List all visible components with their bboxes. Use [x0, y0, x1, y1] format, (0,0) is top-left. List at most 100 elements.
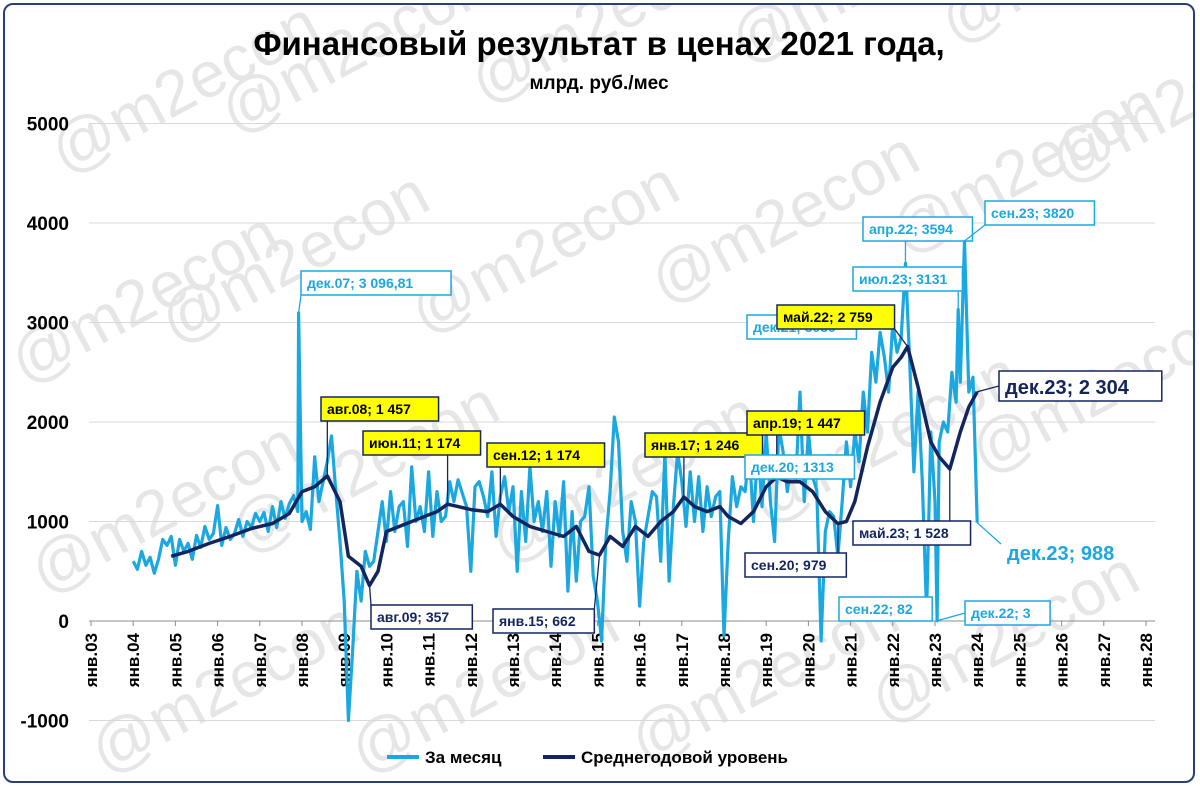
annotation-label: дек.22; 3: [971, 605, 1031, 621]
chart-subtitle: млрд. руб./мес: [529, 73, 668, 94]
annotation: дек.22; 3: [936, 600, 1051, 626]
x-tick-label: янв.18: [715, 633, 734, 688]
annotation: июн.11; 1 174: [362, 430, 482, 505]
x-tick-label: янв.19: [757, 633, 776, 688]
annotation-box: [370, 604, 474, 630]
annotation-label: апр.22; 3594: [869, 221, 953, 237]
annotation: сен.12; 1 174: [486, 442, 606, 505]
x-tick-label: янв.13: [504, 633, 523, 688]
x-tick-label: янв.21: [842, 633, 861, 688]
annotation-label: сен.20; 979: [751, 557, 827, 573]
annotation-label: июл.23; 3131: [859, 271, 947, 287]
annotation: апр.22; 3594: [862, 216, 974, 264]
x-tick-label: янв.14: [546, 632, 565, 688]
x-tick-label: янв.16: [631, 633, 650, 688]
annotation-box: [984, 200, 1096, 226]
legend-label-monthly: За месяц: [425, 748, 502, 767]
annotation-box: [838, 596, 933, 622]
series-line-monthly: [131, 239, 979, 723]
watermark-text: @m2econ: [398, 146, 690, 347]
annotation: янв.15; 662: [492, 555, 601, 634]
y-tick-label: -1000: [20, 712, 69, 733]
x-tick-label: янв.23: [926, 633, 945, 688]
annotation-leader: [368, 585, 372, 606]
watermark-text: @m2econ: [1038, 5, 1193, 197]
x-tick-label: янв.06: [209, 633, 228, 688]
legend: За месяц Среднегодовой уровень: [387, 748, 788, 767]
x-tick-label: янв.05: [166, 633, 185, 688]
annotation-box: [300, 270, 452, 296]
x-tick-label: янв.26: [1053, 633, 1072, 688]
y-tick-label: 1000: [27, 513, 69, 534]
annotation-box: [776, 304, 896, 330]
annotation-leader: [976, 522, 1002, 545]
annotation-box: [964, 600, 1051, 626]
annotation-box: [644, 432, 764, 458]
annotation: май.22; 2 759: [776, 304, 909, 347]
y-tick-label: 2000: [27, 413, 69, 434]
annotation-label: сен.23; 3820: [991, 205, 1074, 221]
annotation-leader: [977, 385, 1000, 393]
series-line-annual: [170, 344, 979, 588]
chart-frame: @m2econ @m2econ @m2econ @m2econ @m2econ @m2ec…: [3, 3, 1195, 783]
annotation: сен.23; 3820: [964, 200, 1096, 242]
annotation-leader: [593, 555, 601, 610]
annotation-label: дек.20; 1313: [751, 459, 834, 475]
x-tick-label: янв.24: [968, 632, 987, 688]
annotation-box: [744, 552, 848, 578]
x-tick-label: янв.10: [377, 633, 396, 688]
annotation: авг.08; 1 457: [320, 396, 440, 477]
annotation-label: дек.23; 988: [1007, 543, 1114, 565]
annotation: дек.23; 2 304: [977, 370, 1163, 402]
annotation: янв.17; 1 246: [644, 432, 764, 498]
annotation: авг.09; 357: [368, 585, 474, 630]
annotation-label: авг.08; 1 457: [327, 401, 411, 417]
annotation-label: май.22; 2 759: [783, 309, 873, 325]
annotation-label: авг.09; 357: [377, 609, 449, 625]
annotation: май.23; 1 528: [852, 468, 972, 546]
annotation-box: [486, 442, 606, 468]
watermark-text: @m2econ: [928, 5, 1193, 57]
y-tick-label: 4000: [27, 214, 69, 235]
y-tick-label: 0: [58, 612, 69, 633]
chart: @m2econ@m2econ@m2econ@m2econ@m2econ@m2ec…: [5, 5, 1193, 781]
annotation-box: [744, 454, 856, 480]
annotation-box: [998, 370, 1163, 402]
x-tick-label: янв.25: [1010, 633, 1029, 688]
series-lines: [131, 239, 979, 723]
annotation-label: янв.15; 662: [499, 613, 576, 629]
y-tick-label: 5000: [27, 115, 69, 136]
annotation: дек.20; 1313: [744, 454, 856, 491]
annotation-label: апр.19; 1 447: [753, 415, 841, 431]
annotation: апр.19; 1 447: [746, 410, 866, 478]
annotation: июл.23; 3131: [852, 266, 964, 310]
annotation-box: [852, 520, 972, 546]
legend-label-annual: Среднегодовой уровень: [581, 748, 788, 767]
annotation: дек.23; 988: [976, 522, 1114, 565]
x-tick-label: янв.11: [420, 633, 439, 687]
annotation-box: [362, 430, 482, 456]
y-tick-label: 3000: [27, 314, 69, 335]
x-tick-label: янв.28: [1137, 633, 1156, 688]
annotation-box: [746, 410, 866, 436]
x-tick-label: янв.22: [884, 633, 903, 688]
annotation-label: янв.17; 1 246: [651, 437, 739, 453]
x-tick-label: янв.27: [1095, 633, 1114, 688]
annotation: сен.22; 82: [838, 596, 933, 622]
x-tick-label: янв.07: [251, 633, 270, 688]
x-tick-label: янв.17: [673, 633, 692, 688]
x-tick-label: янв.08: [293, 633, 312, 688]
annotation: сен.20; 979: [744, 523, 848, 578]
annotation: дек.07; 3 096,81: [297, 270, 452, 313]
annotation-box: [852, 266, 964, 292]
annotation-label: май.23; 1 528: [859, 525, 949, 541]
annotation-leader: [894, 328, 909, 347]
x-tick-label: янв.15: [588, 633, 607, 688]
x-tick-label: янв.20: [799, 633, 818, 688]
annotation-box: [492, 608, 596, 634]
x-tick-label: янв.12: [462, 633, 481, 688]
annotation-label: сен.12; 1 174: [493, 447, 580, 463]
annotation-label: дек.07; 3 096,81: [307, 275, 413, 291]
annotation-leader: [297, 294, 302, 313]
